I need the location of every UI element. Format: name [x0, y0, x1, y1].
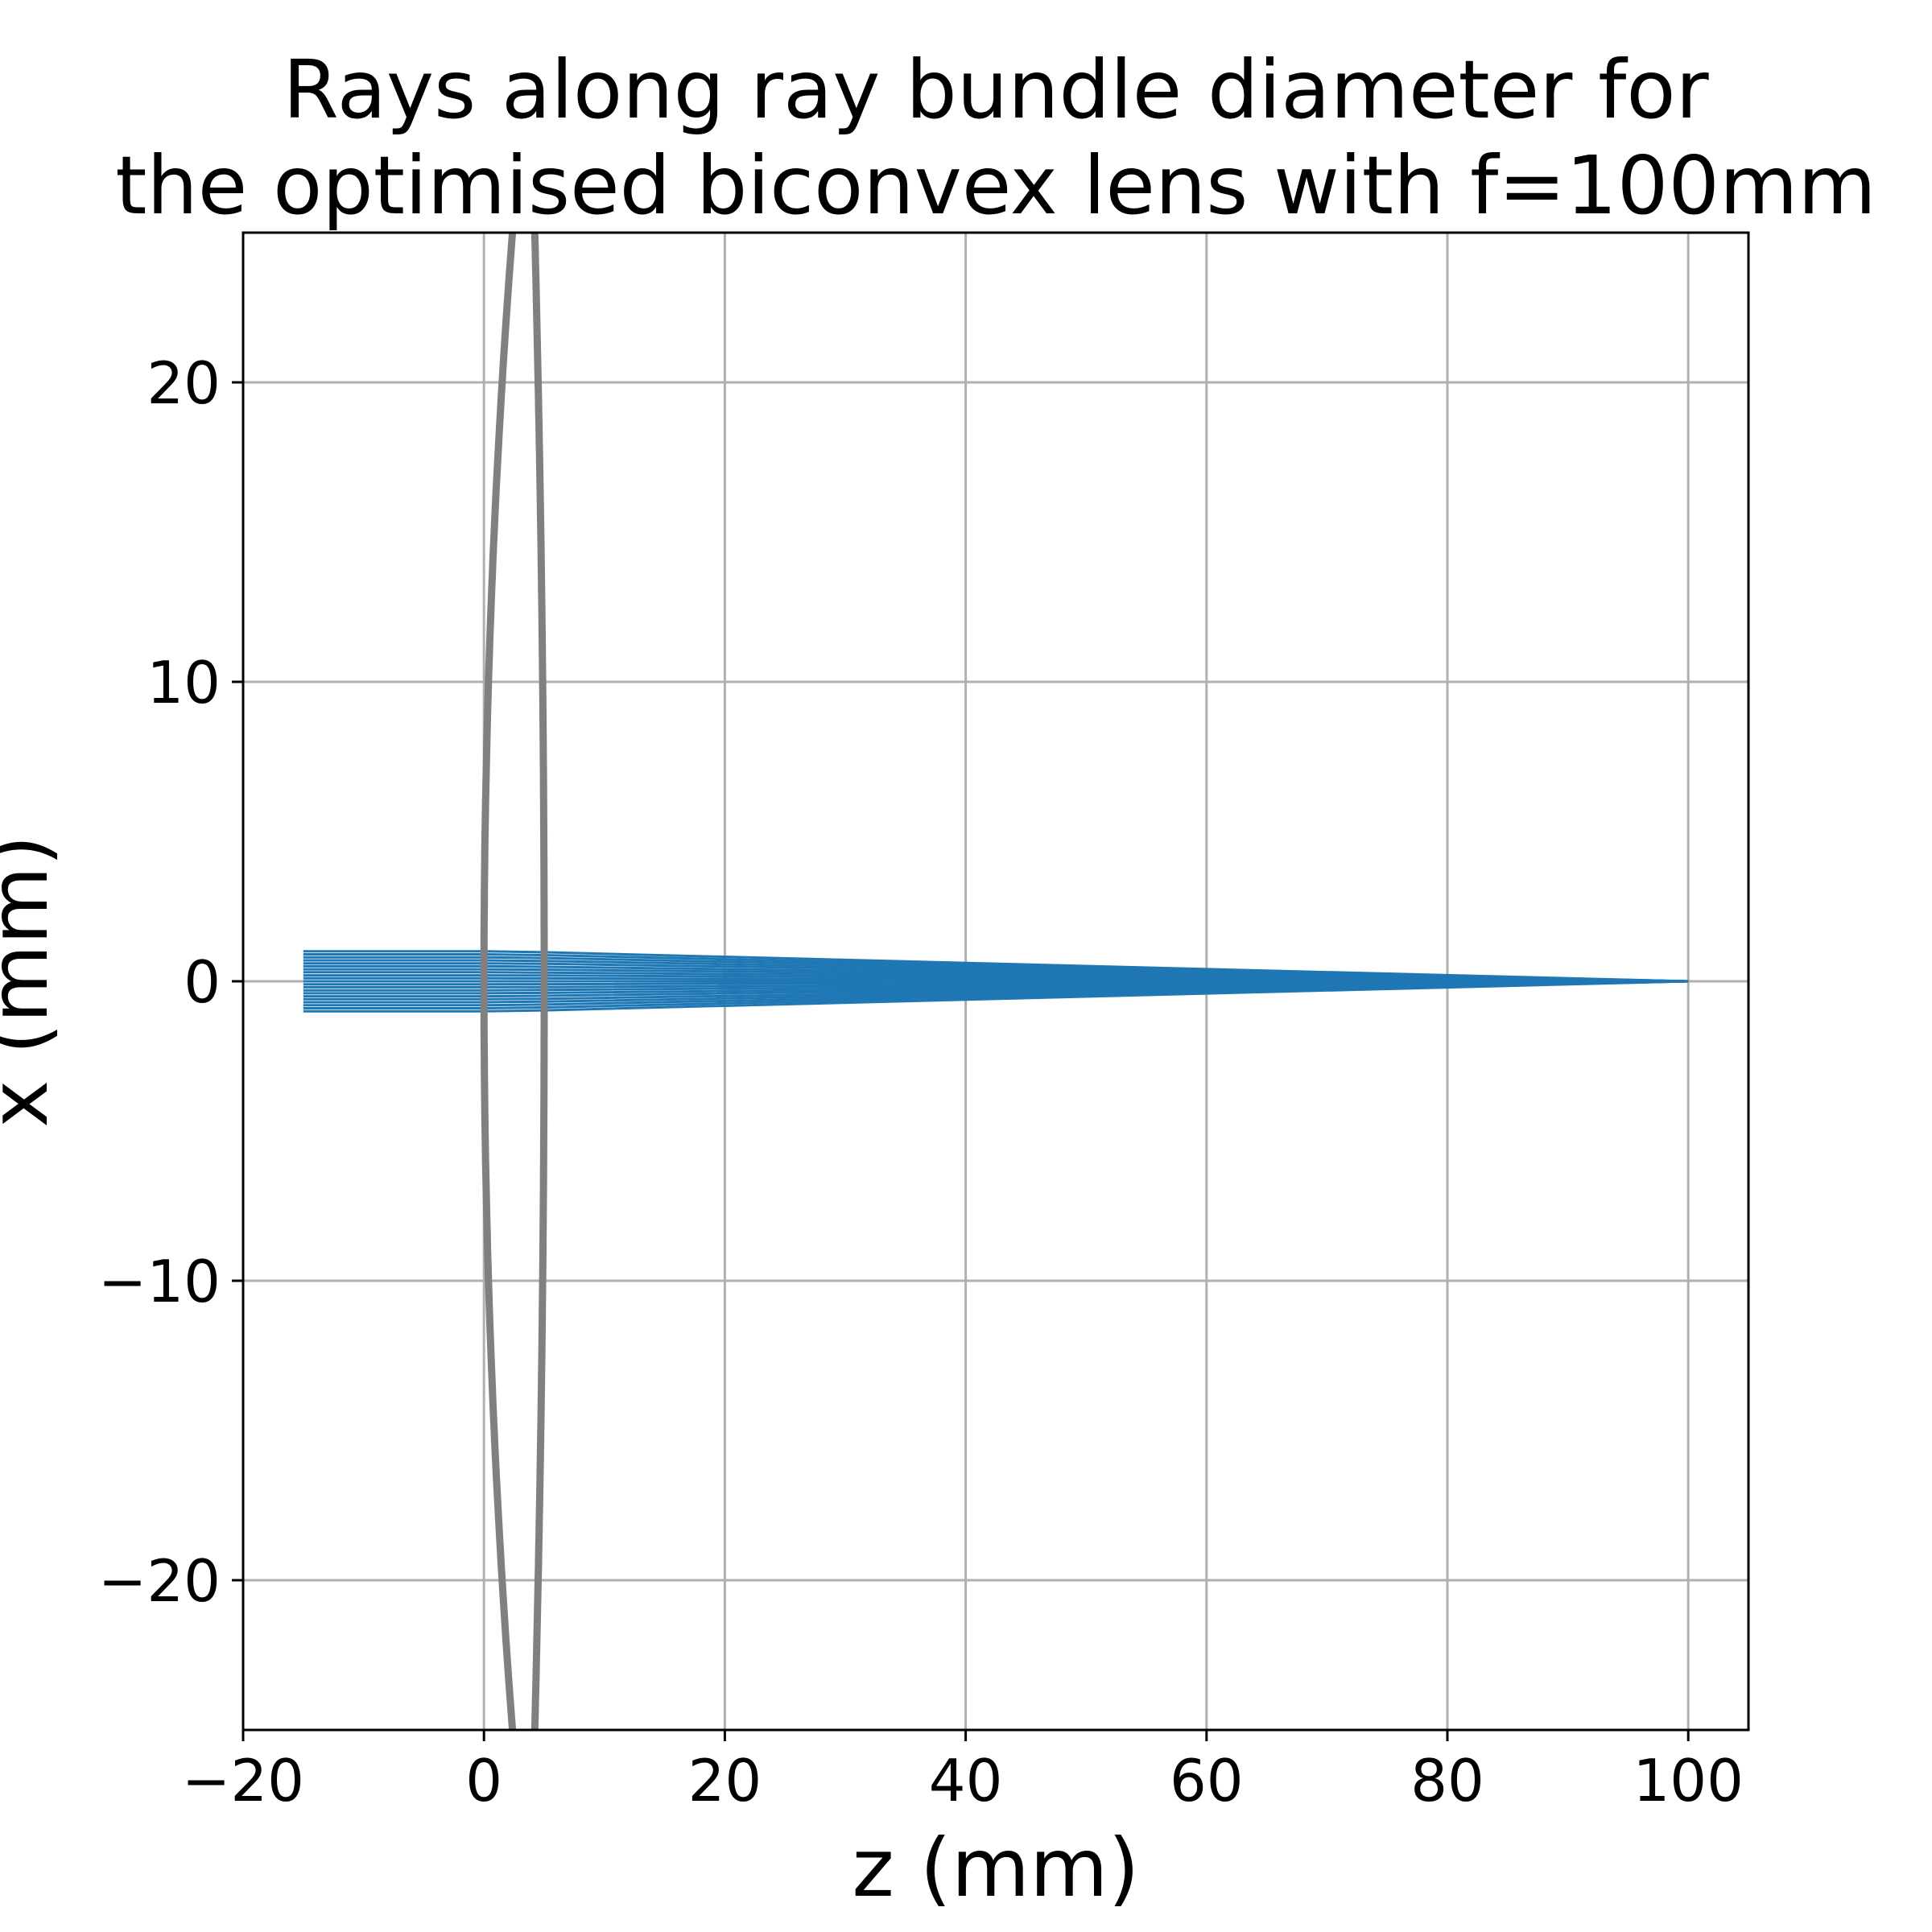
- ray-line: [303, 980, 1689, 998]
- ray-layer: [303, 950, 1689, 1013]
- y-tick-label: 0: [184, 948, 221, 1016]
- chart-title-line-2: the optimised biconvex lens with f=100mm: [115, 138, 1876, 233]
- x-axis-label: z (mm): [852, 1821, 1139, 1915]
- ray-line: [303, 964, 1689, 983]
- x-tick-label: 0: [465, 1747, 502, 1814]
- ray-line: [303, 956, 1689, 983]
- lens-layer: [480, 232, 548, 1731]
- ray-line: [303, 980, 1689, 1007]
- ray-line: [303, 980, 1689, 1013]
- ray-line: [303, 980, 1689, 995]
- ray-line: [303, 980, 1689, 1004]
- x-tick-label: −20: [182, 1747, 304, 1814]
- y-tick-label: −20: [98, 1547, 221, 1615]
- ray-line: [303, 980, 1689, 986]
- y-axis-label: x (mm): [0, 835, 66, 1128]
- lens-surface-curve: [480, 232, 517, 1731]
- ray-line: [303, 980, 1689, 1009]
- ray-line: [303, 980, 1689, 989]
- ray-line: [303, 959, 1689, 983]
- x-tick-label: 100: [1633, 1747, 1743, 1814]
- ray-line: [303, 950, 1689, 983]
- ray-line: [303, 962, 1689, 983]
- chart-title-line-1: Rays along ray bundle diameter for: [283, 43, 1709, 137]
- x-tick-label: 60: [1170, 1747, 1244, 1814]
- x-tick-label: 80: [1410, 1747, 1484, 1814]
- ray-line: [303, 980, 1689, 992]
- y-tick-label: −10: [98, 1248, 221, 1315]
- ray-line: [303, 980, 1689, 1001]
- ray-line: [303, 974, 1689, 983]
- tick-layer: −20 0 20 40 60 80 100 −20 −10 0 10 20: [98, 349, 1744, 1814]
- x-tick-label: 40: [929, 1747, 1003, 1814]
- ray-line: [303, 971, 1689, 983]
- y-tick-label: 10: [147, 649, 221, 716]
- ray-line: [303, 953, 1689, 983]
- ray-line: [303, 968, 1689, 983]
- lens-surface-curve: [530, 232, 548, 1731]
- ray-line: [303, 976, 1689, 983]
- x-tick-label: 20: [688, 1747, 762, 1814]
- y-tick-label: 20: [147, 349, 221, 417]
